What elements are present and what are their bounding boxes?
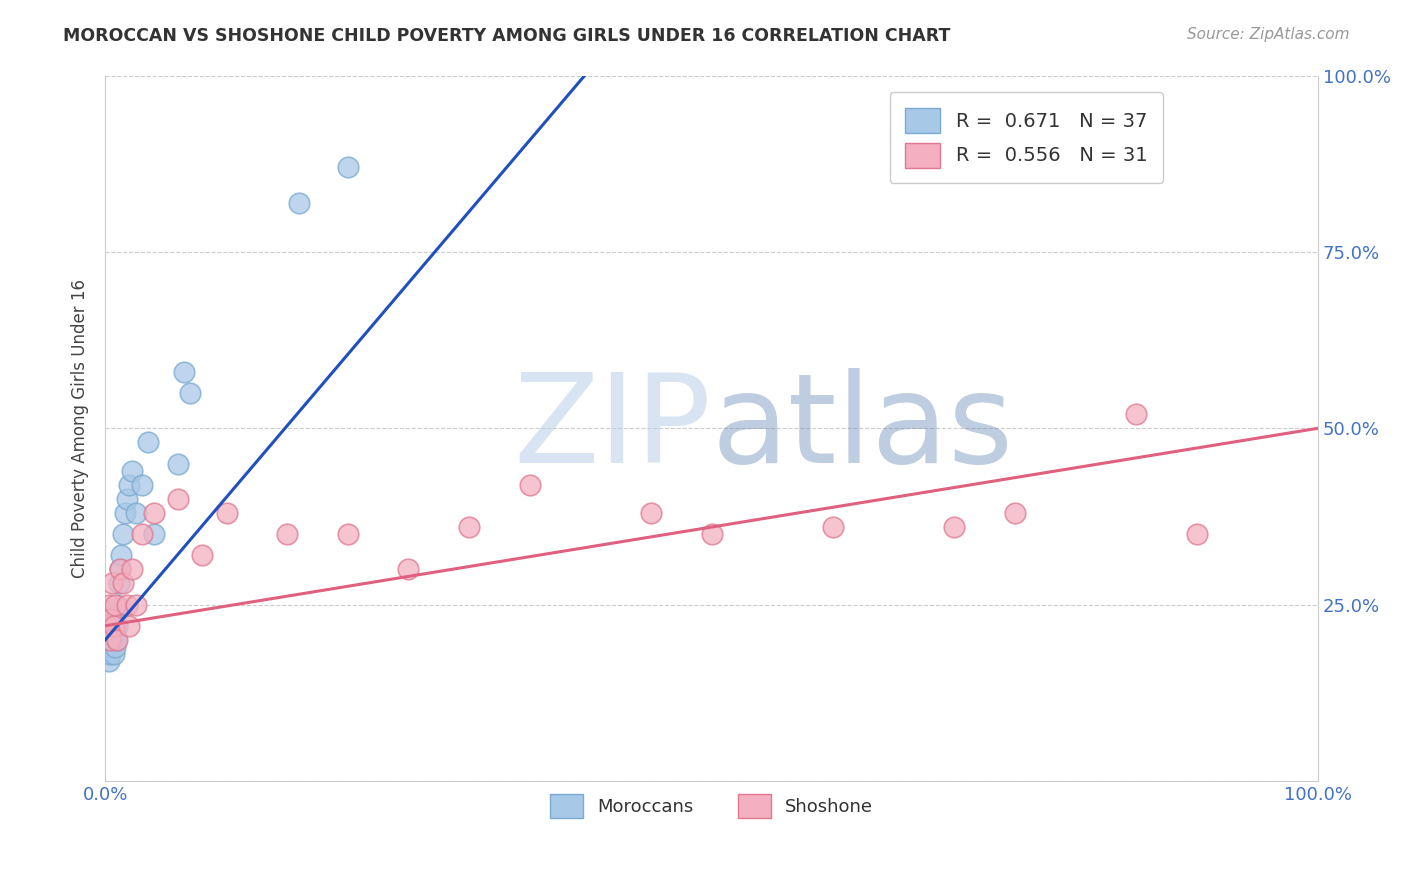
Point <box>115 491 138 506</box>
Point <box>104 598 127 612</box>
Point <box>700 527 723 541</box>
Point <box>173 365 195 379</box>
Point <box>943 520 966 534</box>
Point <box>103 647 125 661</box>
Point <box>105 598 128 612</box>
Point <box>131 527 153 541</box>
Point <box>101 576 124 591</box>
Point <box>105 632 128 647</box>
Point <box>276 527 298 541</box>
Point <box>107 576 129 591</box>
Point <box>398 562 420 576</box>
Point <box>118 477 141 491</box>
Point <box>110 548 132 562</box>
Point <box>114 506 136 520</box>
Point <box>98 647 121 661</box>
Point <box>97 625 120 640</box>
Point <box>105 632 128 647</box>
Point <box>97 654 120 668</box>
Point <box>142 527 165 541</box>
Text: MOROCCAN VS SHOSHONE CHILD POVERTY AMONG GIRLS UNDER 16 CORRELATION CHART: MOROCCAN VS SHOSHONE CHILD POVERTY AMONG… <box>63 27 950 45</box>
Y-axis label: Child Poverty Among Girls Under 16: Child Poverty Among Girls Under 16 <box>72 279 89 578</box>
Point <box>115 598 138 612</box>
Point <box>640 506 662 520</box>
Point <box>179 386 201 401</box>
Point <box>167 457 190 471</box>
Point <box>1125 407 1147 421</box>
Point <box>1004 506 1026 520</box>
Point <box>821 520 844 534</box>
Point <box>98 632 121 647</box>
Point <box>142 506 165 520</box>
Point <box>105 619 128 633</box>
Point <box>191 548 214 562</box>
Point <box>136 435 159 450</box>
Point <box>100 612 122 626</box>
Point <box>112 576 135 591</box>
Point <box>97 619 120 633</box>
Point <box>97 619 120 633</box>
Point <box>124 506 146 520</box>
Point <box>103 619 125 633</box>
Point <box>458 520 481 534</box>
Text: ZIP: ZIP <box>513 368 711 489</box>
Point <box>98 619 121 633</box>
Point <box>100 640 122 654</box>
Point <box>97 640 120 654</box>
Text: Source: ZipAtlas.com: Source: ZipAtlas.com <box>1187 27 1350 42</box>
Point <box>121 464 143 478</box>
Point <box>104 625 127 640</box>
Point <box>1185 527 1208 541</box>
Point <box>124 598 146 612</box>
Point <box>131 477 153 491</box>
Legend: Moroccans, Shoshone: Moroccans, Shoshone <box>543 788 880 825</box>
Point <box>112 527 135 541</box>
Text: atlas: atlas <box>711 368 1014 489</box>
Point <box>288 195 311 210</box>
Point <box>101 632 124 647</box>
Point <box>215 506 238 520</box>
Point <box>100 625 122 640</box>
Point <box>118 619 141 633</box>
Point <box>104 640 127 654</box>
Point <box>101 619 124 633</box>
Point <box>97 632 120 647</box>
Point <box>108 562 131 576</box>
Point <box>103 605 125 619</box>
Point <box>336 160 359 174</box>
Point <box>167 491 190 506</box>
Point <box>519 477 541 491</box>
Point <box>96 632 118 647</box>
Point <box>121 562 143 576</box>
Point <box>100 612 122 626</box>
Point <box>108 562 131 576</box>
Point <box>336 527 359 541</box>
Point <box>97 598 120 612</box>
